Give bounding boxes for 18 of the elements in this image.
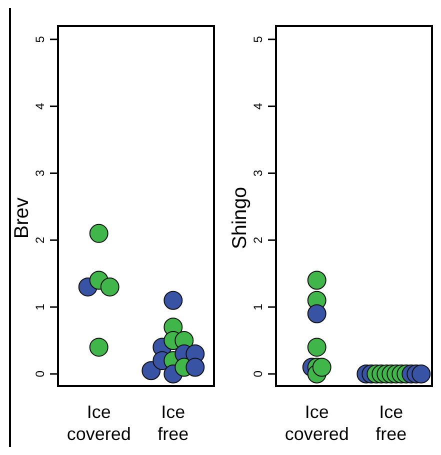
x-tick-label: Ice free xyxy=(376,402,407,444)
y-tick-label: 4 xyxy=(33,102,47,110)
x-tick-label: Ice covered xyxy=(284,402,349,444)
y-tick-label: 0 xyxy=(251,370,265,378)
y-tick-label: 1 xyxy=(251,303,265,310)
y-tick-label: 2 xyxy=(33,236,47,244)
y-tick-label: 5 xyxy=(33,36,47,43)
x-tick-label: Ice covered xyxy=(66,402,131,444)
y-tick-label: 3 xyxy=(251,170,265,177)
y-axis-title: Shingo xyxy=(229,186,251,250)
y-tick-label: 3 xyxy=(33,170,47,177)
y-tick-label: 1 xyxy=(33,303,47,310)
y-tick-label: 4 xyxy=(251,102,265,110)
y-tick-label: 5 xyxy=(251,36,265,43)
x-tick-label: Ice free xyxy=(158,402,189,444)
y-tick-label: 0 xyxy=(33,370,47,378)
y-axis-title: Brev xyxy=(11,197,33,239)
y-tick-label: 2 xyxy=(251,236,265,244)
